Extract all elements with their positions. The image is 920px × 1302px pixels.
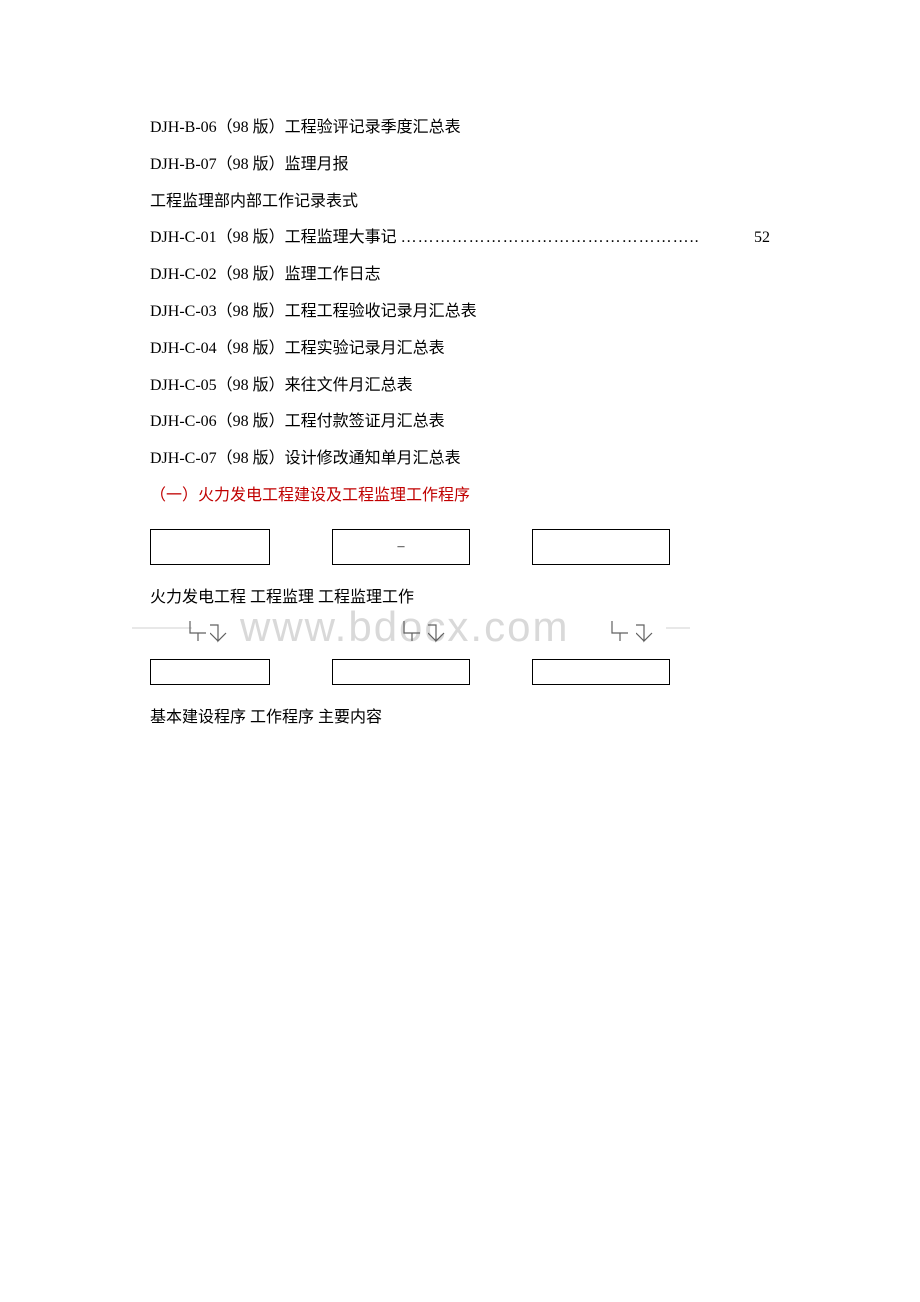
- toc-item-c02: DJH-C-02（98 版）监理工作日志: [150, 257, 770, 294]
- hline-left-icon: [132, 627, 192, 629]
- toc-item-b06: DJH-B-06（98 版）工程验评记录季度汇总表: [150, 110, 770, 147]
- document-body: DJH-B-06（98 版）工程验评记录季度汇总表 DJH-B-07（98 版）…: [0, 0, 920, 727]
- down-arrow-2b-icon: [428, 619, 458, 643]
- hline-right-icon: [666, 627, 690, 629]
- down-arrow-3b-icon: [636, 619, 666, 643]
- diagram-box-row-1: –: [150, 529, 670, 565]
- down-arrow-1b-icon: [210, 619, 240, 643]
- diagram-box-2: –: [332, 529, 470, 565]
- diagram-box-2-text: –: [398, 539, 405, 555]
- toc-page-number: 52: [754, 220, 770, 257]
- toc-item-c05: DJH-C-05（98 版）来往文件月汇总表: [150, 368, 770, 405]
- toc-item-b07: DJH-B-07（98 版）监理月报: [150, 147, 770, 184]
- toc-item-c06: DJH-C-06（98 版）工程付款签证月汇总表: [150, 404, 770, 441]
- toc-item-c04: DJH-C-04（98 版）工程实验记录月汇总表: [150, 331, 770, 368]
- toc-label: DJH-C-01（98 版）工程监理大事记: [150, 220, 397, 257]
- toc-section-internal: 工程监理部内部工作记录表式: [150, 184, 770, 221]
- toc-item-c01: DJH-C-01（98 版）工程监理大事记 …………………………………………….…: [150, 220, 770, 257]
- diagram-box-3: [532, 529, 670, 565]
- diagram-caption-2: 基本建设程序 工作程序 主要内容: [150, 703, 770, 727]
- watermark-arrow-row: www.bdocx.com: [150, 609, 770, 665]
- toc-item-c07: DJH-C-07（98 版）设计修改通知单月汇总表: [150, 441, 770, 478]
- toc-leader: ……………………………………………..: [397, 220, 754, 257]
- toc-item-c03: DJH-C-03（98 版）工程工程验收记录月汇总表: [150, 294, 770, 331]
- section-heading-1: （一）火力发电工程建设及工程监理工作程序: [150, 478, 770, 515]
- diagram-box-1: [150, 529, 270, 565]
